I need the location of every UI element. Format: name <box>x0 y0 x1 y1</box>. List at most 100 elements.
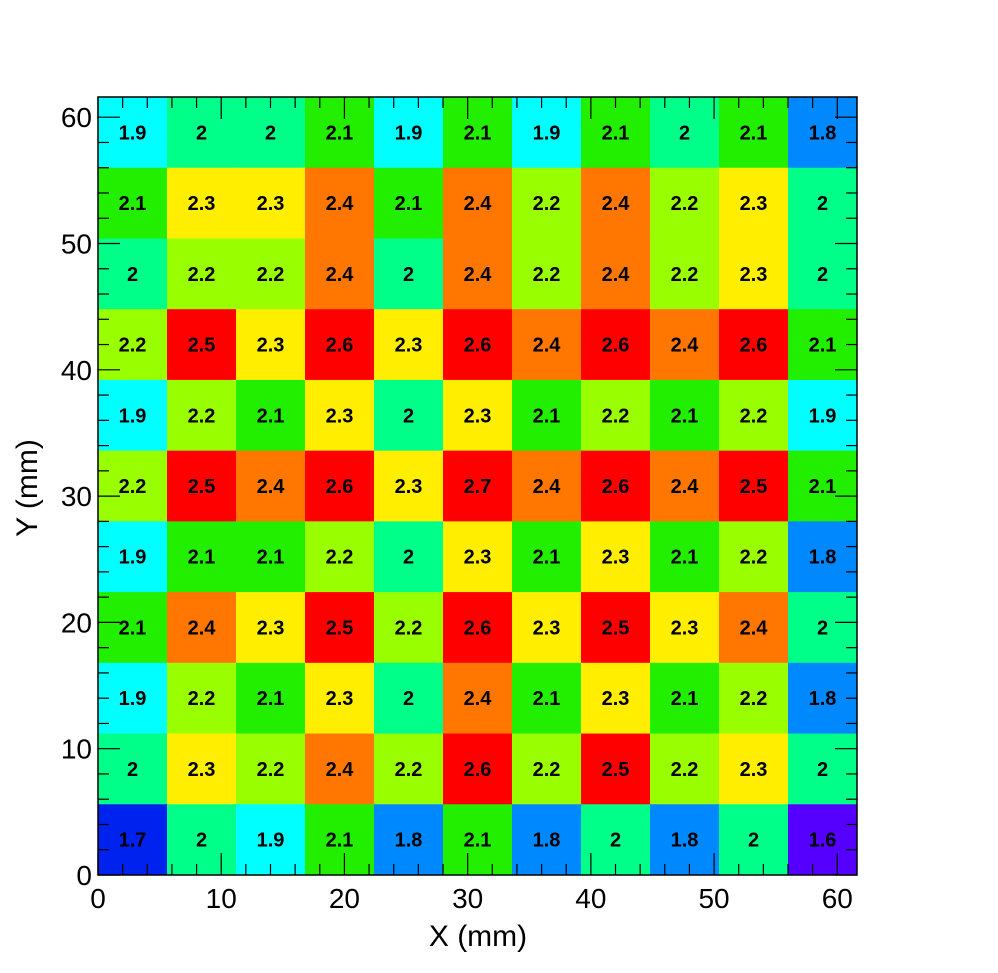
heatmap-cell <box>305 804 375 876</box>
cell-value-label: 2.4 <box>326 193 355 215</box>
cell-value-label: 2 <box>403 264 414 286</box>
cell-value-label: 2.7 <box>464 476 492 498</box>
cell-value-label: 2.6 <box>602 476 630 498</box>
heatmap-cell <box>98 238 168 310</box>
cell-value-label: 2.3 <box>464 547 492 569</box>
cell-value-label: 2.4 <box>188 617 217 639</box>
heatmap-cell <box>788 238 858 310</box>
cell-value-label: 2.3 <box>740 193 768 215</box>
heatmap-cell <box>719 804 789 876</box>
cell-value-label: 2.3 <box>464 405 492 427</box>
cell-value-label: 1.9 <box>809 405 837 427</box>
cell-value-label: 2.2 <box>740 405 768 427</box>
cell-value-label: 1.7 <box>119 830 147 852</box>
heatmap-cell <box>305 167 375 239</box>
heatmap-cell <box>788 733 858 805</box>
heatmap-cell <box>443 592 513 664</box>
heatmap-cell <box>98 521 168 593</box>
heatmap-cell <box>512 662 582 735</box>
heatmap-cell <box>167 309 237 381</box>
cell-value-label: 2 <box>817 193 828 215</box>
cell-value-label: 1.6 <box>809 830 837 852</box>
heatmap-cell <box>512 167 582 239</box>
heatmap-cell <box>167 167 237 239</box>
cell-value-label: 2.2 <box>740 688 768 710</box>
cell-value-label: 1.8 <box>809 547 837 569</box>
heatmap-cell <box>512 521 582 593</box>
heatmap-cell <box>650 592 720 664</box>
cell-value-label: 2.3 <box>257 617 285 639</box>
cell-value-label: 2.1 <box>671 405 699 427</box>
cell-value-label: 2.3 <box>188 193 216 215</box>
heatmap-cell <box>98 804 168 876</box>
heatmap-cell <box>512 379 582 452</box>
heatmap-cell <box>374 592 444 664</box>
heatmap-cell <box>167 804 237 876</box>
cell-value-label: 2.5 <box>740 476 768 498</box>
heatmap-cell <box>443 167 513 239</box>
heatmap-cell <box>167 521 237 593</box>
heatmap-cell <box>305 379 375 452</box>
cell-value-label: 2.3 <box>602 547 630 569</box>
heatmap-cell <box>512 450 582 522</box>
heatmap-cell <box>236 521 306 593</box>
cell-value-label: 2.1 <box>809 335 837 357</box>
heatmap-cell <box>581 450 651 522</box>
heatmap-cell <box>512 97 582 169</box>
x-tick-labels: 0 10 20 30 40 50 60 <box>90 883 853 914</box>
heatmap-cell <box>167 733 237 805</box>
heatmap-cell <box>374 733 444 805</box>
cell-value-label: 2.1 <box>740 122 768 144</box>
cell-value-label: 2.3 <box>257 193 285 215</box>
y-axis-title: Y (mm) <box>11 439 44 537</box>
heatmap-cell <box>788 450 858 522</box>
axis-ticks <box>97 97 857 876</box>
heatmap-cell <box>650 662 720 735</box>
cell-value-label: 1.8 <box>533 830 561 852</box>
heatmap-cell <box>512 804 582 876</box>
heatmap-cell <box>788 97 858 169</box>
heatmap-cell <box>374 521 444 593</box>
cell-value-label: 2.4 <box>602 193 631 215</box>
cell-value-label: 1.9 <box>119 122 147 144</box>
x-tick-label: 60 <box>822 883 853 914</box>
cell-value-label: 2.1 <box>464 122 492 144</box>
cell-value-label: 2.4 <box>602 264 631 286</box>
heatmap-cell <box>167 97 237 169</box>
heatmap-cell <box>167 379 237 452</box>
heatmap-cell <box>650 733 720 805</box>
heatmap-cell <box>719 309 789 381</box>
cell-value-label: 2.3 <box>740 759 768 781</box>
heatmap-cell <box>650 238 720 310</box>
cell-value-label: 2.2 <box>395 617 423 639</box>
heatmap-cell <box>167 662 237 735</box>
heatmap-cell <box>98 450 168 522</box>
heatmap-cell <box>650 309 720 381</box>
heatmap-cell <box>374 238 444 310</box>
cell-value-label: 2.4 <box>464 264 493 286</box>
cell-value-label: 2.1 <box>257 405 285 427</box>
cell-value-label: 2.6 <box>464 617 492 639</box>
heatmap-cell <box>305 662 375 735</box>
cell-value-label: 2.2 <box>119 335 147 357</box>
cell-value-label: 2.5 <box>188 335 216 357</box>
cell-value-label: 2.1 <box>257 688 285 710</box>
cell-value-label: 2 <box>403 688 414 710</box>
cell-value-label: 1.9 <box>119 405 147 427</box>
cell-value-label: 1.8 <box>809 122 837 144</box>
cell-value-label: 2.6 <box>326 476 354 498</box>
cell-value-label: 2.4 <box>533 335 562 357</box>
cell-value-label: 2 <box>610 830 621 852</box>
cell-value-label: 2.1 <box>257 547 285 569</box>
heatmap-cell <box>719 733 789 805</box>
cell-value-label: 2.5 <box>602 617 630 639</box>
heatmap-cell <box>374 97 444 169</box>
cell-value-label: 2.2 <box>671 264 699 286</box>
cell-value-label: 2.2 <box>119 476 147 498</box>
cell-value-label: 2.1 <box>326 122 354 144</box>
heatmap-cell <box>305 238 375 310</box>
cell-value-label: 2.3 <box>326 688 354 710</box>
heatmap-cell <box>98 662 168 735</box>
heatmap-cell <box>167 238 237 310</box>
